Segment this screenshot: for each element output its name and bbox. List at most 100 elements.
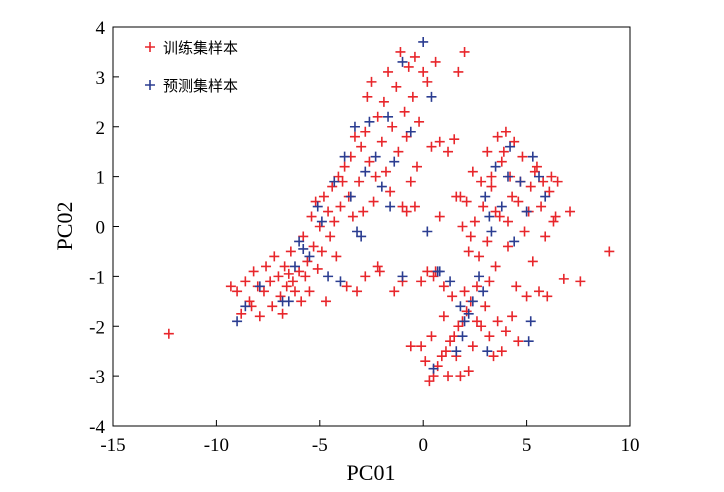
data-point <box>548 216 559 227</box>
series-test <box>232 36 551 374</box>
data-point <box>509 136 520 147</box>
data-point <box>296 296 307 307</box>
data-point <box>443 371 454 382</box>
data-point <box>459 316 470 327</box>
data-point <box>389 286 400 297</box>
legend-marker-train <box>145 42 155 52</box>
data-point <box>509 236 520 247</box>
data-point <box>486 171 497 182</box>
data-point <box>225 281 236 292</box>
data-point <box>414 116 425 127</box>
data-point <box>463 246 474 257</box>
data-point <box>453 66 464 77</box>
data-point <box>281 281 292 292</box>
data-point <box>457 221 468 232</box>
data-point <box>507 191 518 202</box>
y-tick-label: -2 <box>89 317 105 338</box>
data-point <box>474 251 485 262</box>
data-point <box>515 176 526 187</box>
data-point <box>331 251 342 262</box>
y-tick-label: 3 <box>96 68 106 89</box>
data-point <box>312 263 323 274</box>
data-point <box>356 141 367 152</box>
data-point <box>383 111 394 122</box>
data-point <box>426 141 437 152</box>
data-point <box>294 236 305 247</box>
data-point <box>364 156 375 167</box>
data-point <box>540 231 551 242</box>
data-point <box>558 273 569 284</box>
data-point <box>316 246 327 257</box>
x-tick-label: 5 <box>522 435 532 456</box>
data-point <box>376 181 387 192</box>
data-point <box>478 201 489 212</box>
data-point <box>378 96 389 107</box>
data-point <box>449 134 460 145</box>
data-point <box>275 291 286 302</box>
data-point <box>502 241 513 252</box>
data-point <box>349 131 360 142</box>
data-point <box>333 171 344 182</box>
legend-item-train: 训练集样本 <box>145 39 238 57</box>
data-point <box>323 206 334 217</box>
data-point <box>420 356 431 367</box>
x-tick-label: 0 <box>418 435 428 456</box>
data-point <box>302 256 313 267</box>
data-point <box>461 196 472 207</box>
data-point <box>318 191 329 202</box>
data-point <box>285 246 296 257</box>
data-point <box>316 216 327 227</box>
data-point <box>310 196 321 207</box>
data-point <box>534 286 545 297</box>
data-point <box>471 281 482 292</box>
data-point <box>432 266 443 277</box>
data-point <box>490 161 501 172</box>
data-point <box>486 226 497 237</box>
data-point <box>399 106 410 117</box>
y-tick-label: 0 <box>96 218 106 239</box>
data-point <box>409 201 420 212</box>
data-point <box>459 286 470 297</box>
data-point <box>236 308 247 319</box>
data-point <box>521 291 532 302</box>
y-tick-label: 4 <box>96 18 106 39</box>
data-point <box>385 201 396 212</box>
data-point <box>407 91 418 102</box>
x-axis-ticks: -15 -10 -5 0 5 10 <box>100 420 640 456</box>
y-axis-label: PC02 <box>52 202 77 251</box>
data-point <box>434 136 445 147</box>
data-point <box>352 226 363 237</box>
data-point <box>362 91 373 102</box>
data-point <box>531 161 542 172</box>
legend-marker-test <box>145 80 155 90</box>
data-point <box>500 126 511 137</box>
legend-label-train: 训练集样本 <box>163 39 238 57</box>
data-point <box>393 146 404 157</box>
data-point <box>312 201 323 212</box>
data-point <box>401 131 412 142</box>
data-point <box>304 286 315 297</box>
data-point <box>321 296 332 307</box>
data-point <box>261 261 272 272</box>
data-point <box>368 196 379 207</box>
data-point <box>372 261 383 272</box>
data-point <box>329 176 340 187</box>
data-point <box>546 171 557 182</box>
data-point <box>298 243 309 254</box>
data-point <box>505 141 516 152</box>
data-point <box>360 126 371 137</box>
legend-item-test: 预测集样本 <box>145 77 238 95</box>
data-point <box>467 166 478 177</box>
data-point <box>455 301 466 312</box>
data-point <box>244 296 255 307</box>
data-point <box>478 286 489 297</box>
data-point <box>465 231 476 242</box>
data-point <box>482 346 493 357</box>
data-point <box>422 226 433 237</box>
data-point <box>536 201 547 212</box>
data-point <box>339 161 350 172</box>
data-point <box>451 346 462 357</box>
data-point <box>403 61 414 72</box>
data-point <box>254 281 265 292</box>
data-point <box>163 328 174 339</box>
